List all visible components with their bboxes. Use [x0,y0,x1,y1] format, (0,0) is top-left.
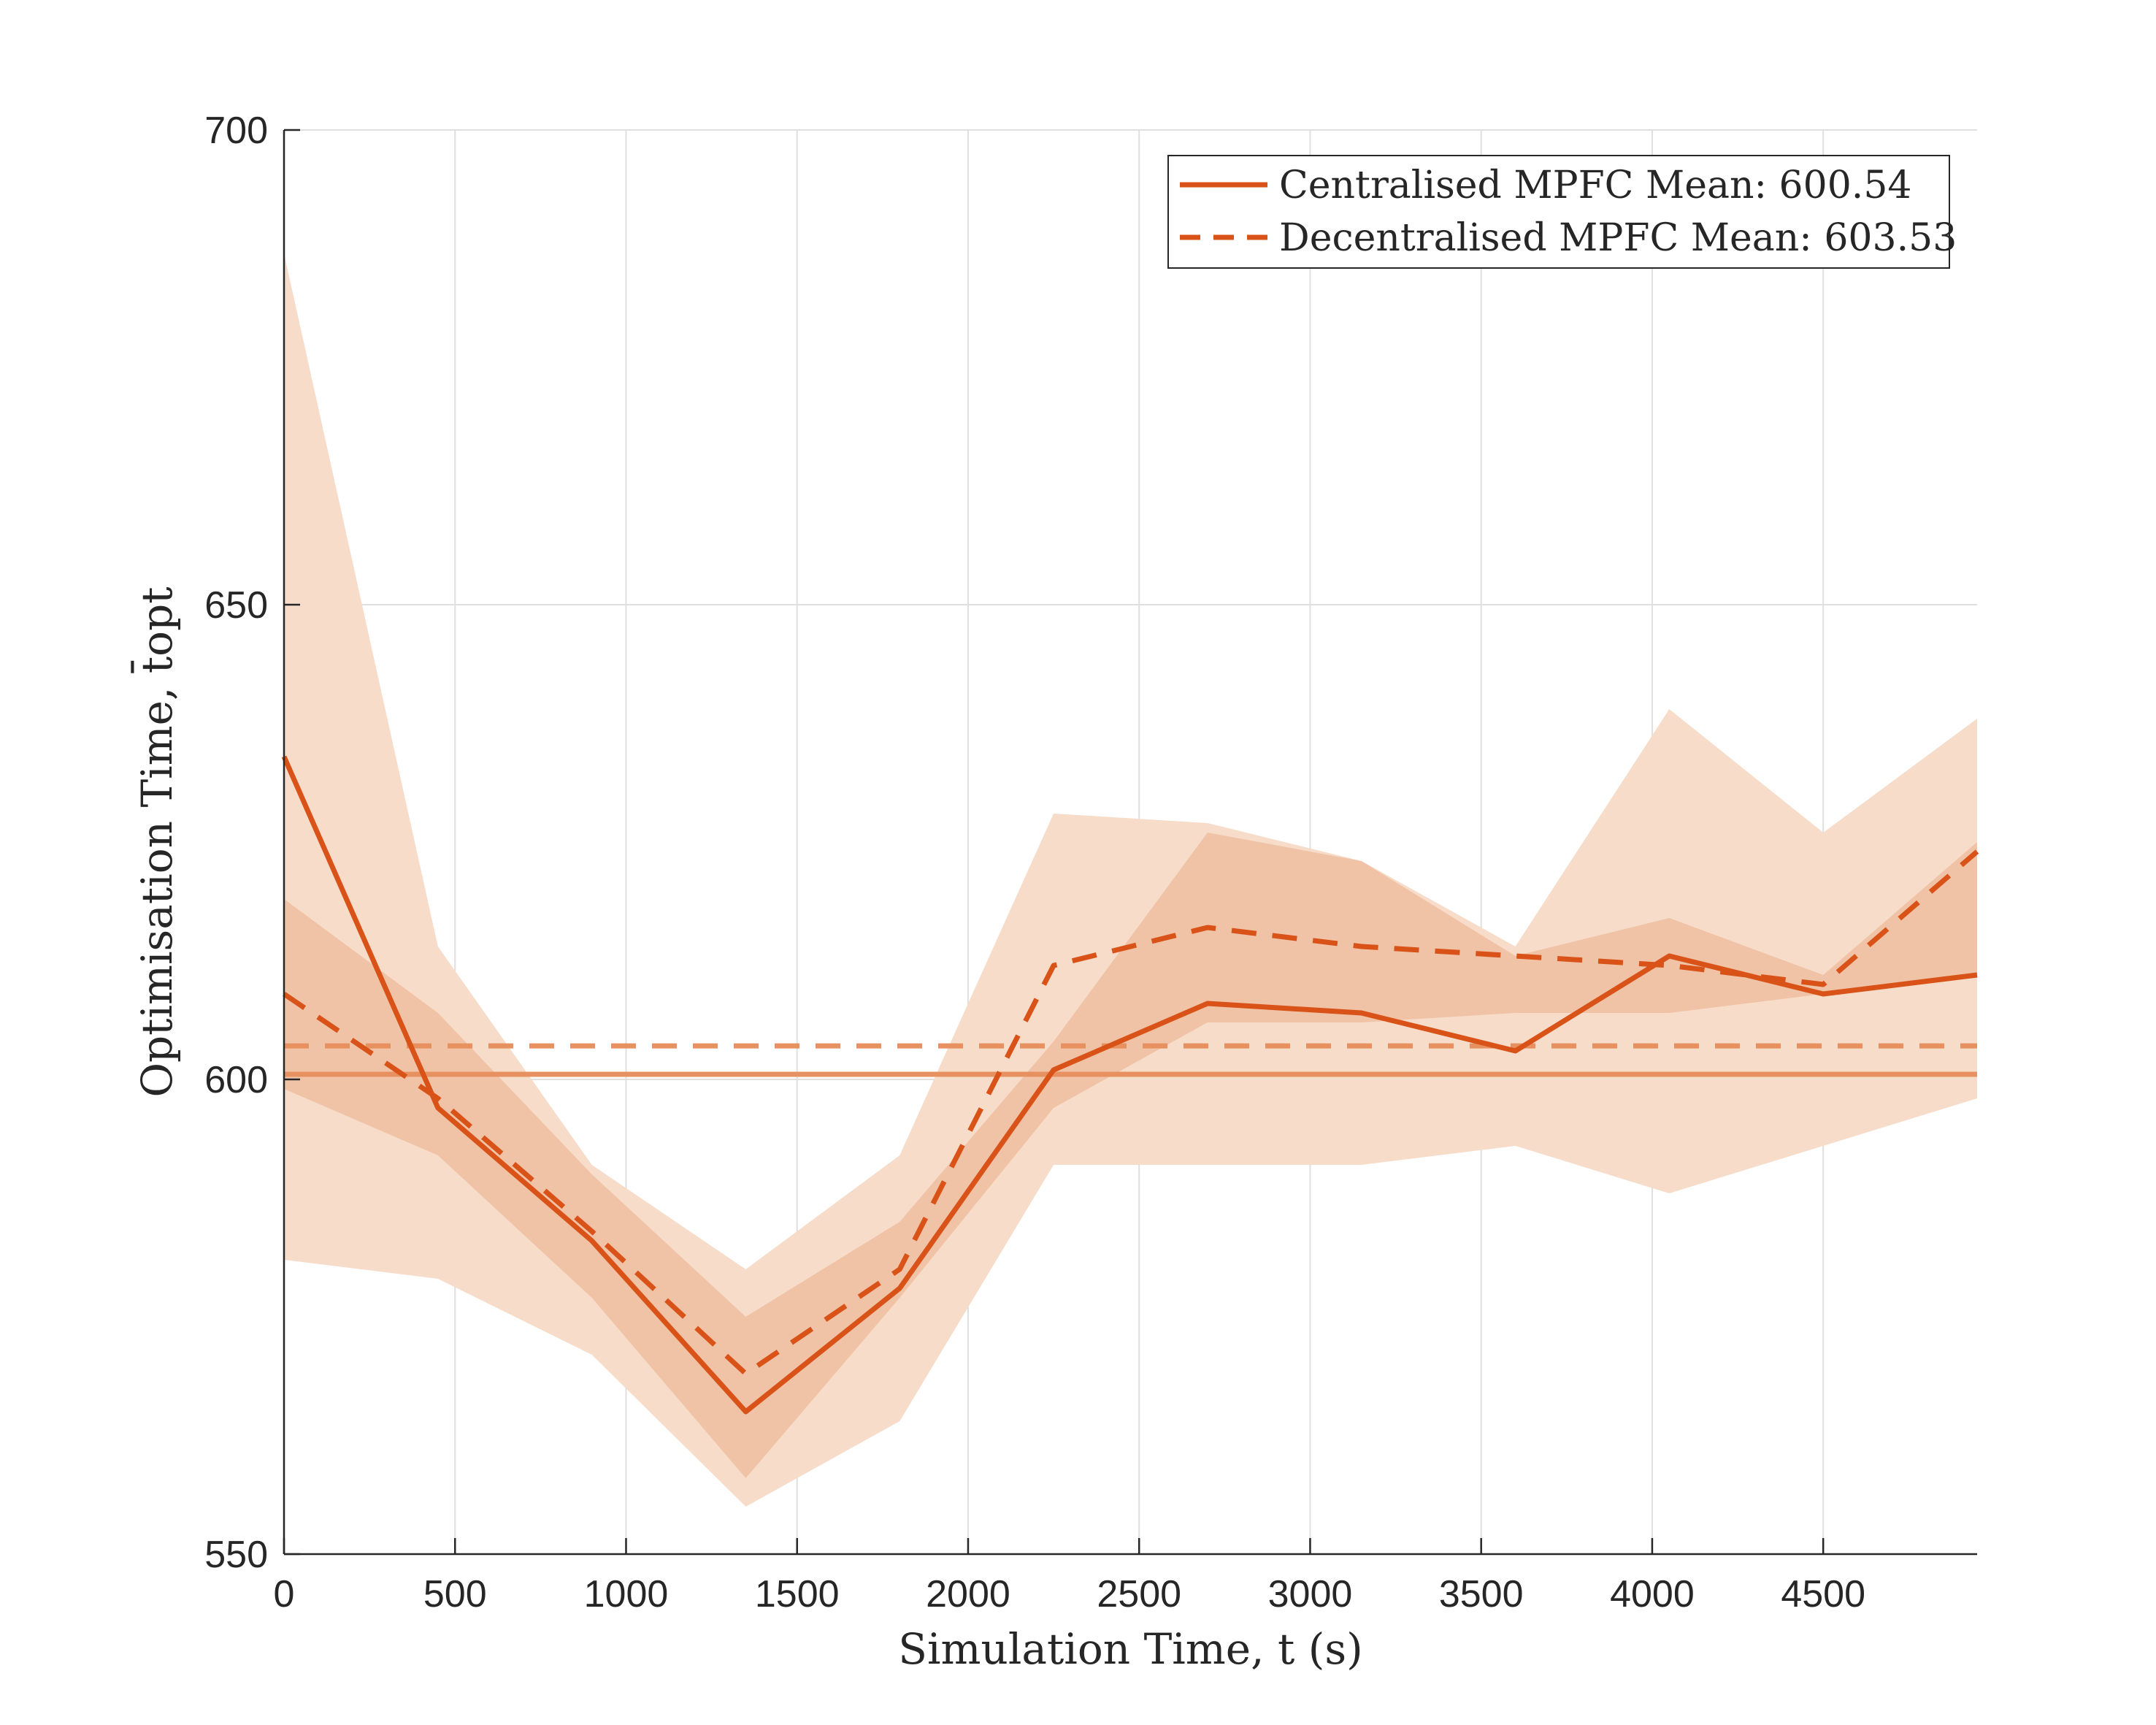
plot-area: 0 500 1000 1500 2000 2500 3000 3500 4000 4500 550 6… [204,110,1979,1615]
series-line-decentralised [283,849,1979,1377]
confidence-bands [284,253,1977,1507]
y-axis-label: Optimisation Time, t̄opt [130,586,182,1097]
x-tick-label: 2500 [1097,1573,1181,1615]
y-tick-label: 600 [204,1059,268,1101]
y-tick-label: 550 [204,1534,268,1576]
legend: Centralised MPFC Mean: 600.54 Decentrali… [1167,155,1957,269]
y-tick-label: 700 [204,110,268,152]
confidence-band-centralised [284,253,1977,1507]
x-tick-label: 3000 [1268,1573,1353,1615]
series-line-centralised [281,755,1978,1415]
x-tick-label: 3500 [1439,1573,1524,1615]
legend-entry-decentralised: Decentralised MPFC Mean: 603.53 [1279,216,1957,260]
axes [283,129,1977,1556]
series-lines [281,755,1979,1415]
x-tick-label: 4000 [1610,1573,1695,1615]
x-axis-label: Simulation Time, t (s) [898,1624,1363,1674]
mean-lines [284,1043,1977,1077]
x-tick-label: 0 [274,1573,295,1615]
legend-entry-centralised: Centralised MPFC Mean: 600.54 [1279,164,1911,207]
x-tick-label: 1500 [755,1573,840,1615]
y-tick-label: 650 [204,584,268,627]
x-tick-label: 4500 [1781,1573,1865,1615]
tick-labels: 0 500 1000 1500 2000 2500 3000 3500 4000 4500 550 6… [204,110,1865,1615]
x-tick-label: 1000 [584,1573,669,1615]
legend-box [1167,155,1950,269]
x-tick-label: 2000 [926,1573,1010,1615]
x-tick-label: 500 [423,1573,487,1615]
confidence-band-decentralised [284,833,1977,1478]
